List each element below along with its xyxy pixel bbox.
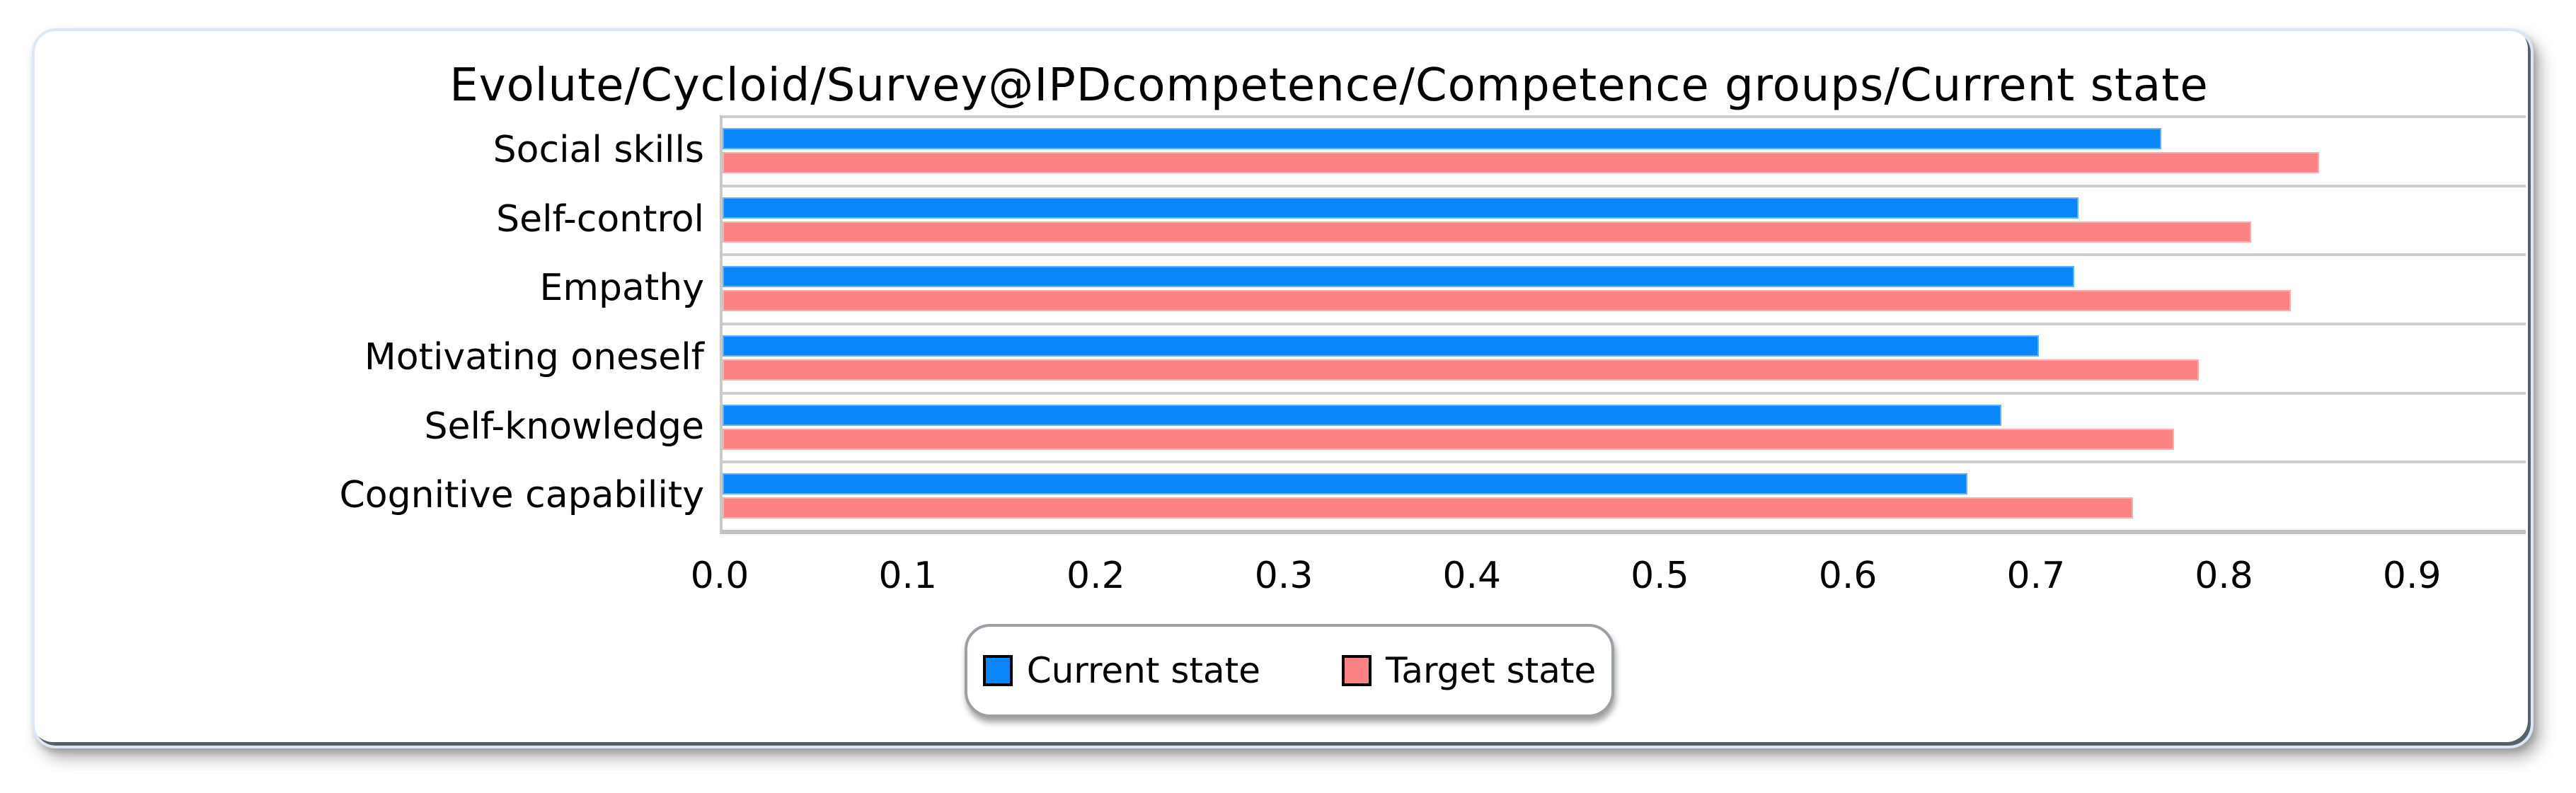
plot-area [720,115,2526,534]
legend: Current state Target state [965,624,1614,717]
legend-item-label: Current state [1026,650,1261,691]
category-label: Self-control [496,197,704,241]
x-axis-ticks: 0.0 0.1 0.2 0.3 0.4 0.5 0.6 0.7 0.8 0.9 [691,555,2523,597]
category-label: Self-knowledge [424,405,704,448]
x-tick-label: 0.1 [878,555,938,597]
bar-target [723,497,2133,519]
x-tick-label: 0.2 [1066,555,1125,597]
bar-target [723,221,2252,243]
grid-row [723,184,2526,254]
bar-current [723,404,2001,426]
bar-current [723,266,2075,288]
grid-row [723,253,2526,323]
grid-row [723,391,2526,461]
category-label: Empathy [539,267,704,310]
category-label: Motivating oneself [364,335,704,378]
x-tick-label: 0.0 [690,555,749,597]
x-tick-label: 0.5 [1631,555,1689,597]
chart-panel: Evolute/Cycloid/Survey@IPDcompetence/Com… [32,28,2534,748]
legend-item-label: Target state [1386,650,1597,691]
grid-row [723,323,2526,392]
x-tick-label: 0.8 [2195,555,2253,597]
x-tick-label: 0.7 [2006,555,2066,597]
legend-swatch-current [982,655,1013,686]
legend-swatch-target [1342,655,1372,686]
bar-target [723,152,2319,173]
category-labels: Social skills Self-control Empathy Motivati… [35,115,704,530]
bar-target [723,428,2175,450]
grid-row [723,461,2526,530]
category-label: Cognitive capability [339,474,704,517]
chart-title: Evolute/Cycloid/Survey@IPDcompetence/Com… [449,59,2209,112]
x-tick-label: 0.6 [1818,555,1878,597]
bar-current [723,335,2039,357]
bar-current [723,197,2078,219]
legend-item: Current state [982,650,1261,691]
x-tick-label: 0.9 [2382,555,2442,597]
x-tick-label: 0.3 [1254,555,1313,597]
category-label: Social skills [493,128,704,171]
bar-target [723,359,2199,381]
legend-item: Target state [1342,650,1596,691]
bar-current [723,473,1967,495]
grid-row [723,115,2526,185]
bar-target [723,290,2291,312]
x-tick-label: 0.4 [1442,555,1502,597]
bar-current [723,128,2161,149]
